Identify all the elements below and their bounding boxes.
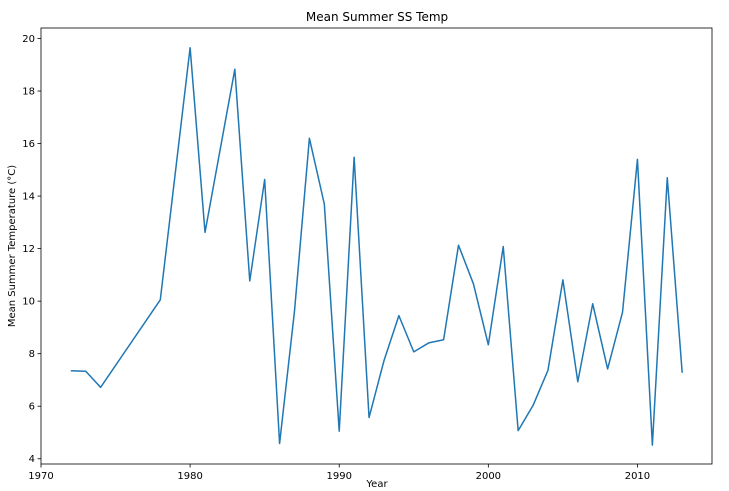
y-tick-label: 16 bbox=[22, 139, 35, 150]
x-tick-label: 2000 bbox=[476, 471, 501, 482]
y-tick-label: 4 bbox=[29, 454, 35, 465]
y-axis-label: Mean Summer Temperature (°C) bbox=[7, 165, 18, 327]
y-tick-label: 8 bbox=[29, 349, 35, 360]
x-axis-label: Year bbox=[365, 479, 388, 490]
x-axis: 1970 1980 1990 2000 2010 bbox=[28, 464, 650, 482]
plot-frame bbox=[40, 27, 713, 465]
x-tick-label: 1990 bbox=[326, 471, 351, 482]
series-line-0 bbox=[70, 46, 683, 446]
x-tick-label: 1980 bbox=[177, 471, 202, 482]
y-tick-label: 10 bbox=[22, 297, 35, 308]
chart-title: Mean Summer SS Temp bbox=[306, 10, 448, 24]
y-axis: 4 6 8 10 12 14 16 18 20 bbox=[22, 34, 41, 465]
y-tick-label: 12 bbox=[22, 244, 35, 255]
plot-area bbox=[40, 27, 713, 465]
y-tick-label: 6 bbox=[29, 402, 35, 413]
y-tick-label: 20 bbox=[22, 34, 35, 45]
x-tick-label: 2010 bbox=[625, 471, 650, 482]
y-tick-label: 14 bbox=[22, 192, 35, 203]
y-tick-label: 18 bbox=[22, 87, 35, 98]
x-tick-label: 1970 bbox=[28, 471, 53, 482]
